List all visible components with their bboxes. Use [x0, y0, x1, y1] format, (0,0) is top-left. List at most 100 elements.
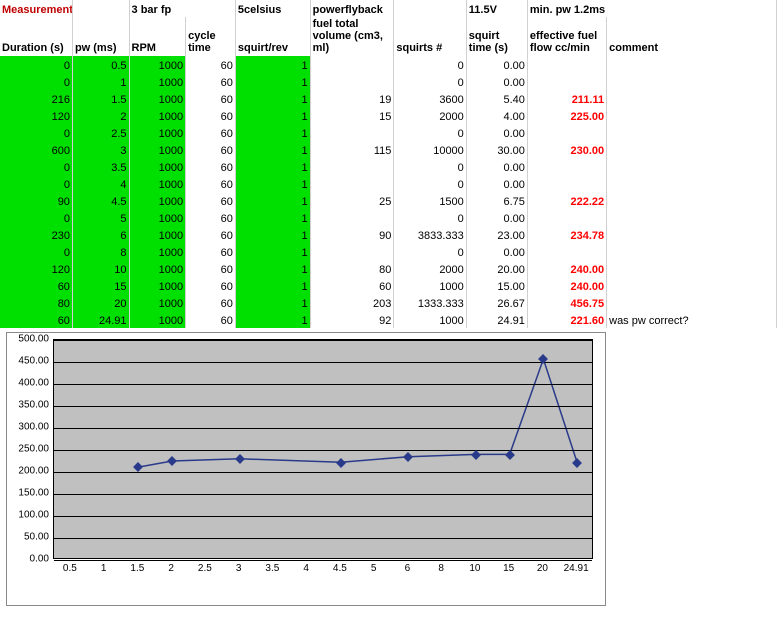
x-tick-label: 20 [537, 563, 548, 574]
cell: 60 [186, 141, 236, 158]
cell: 1 [235, 90, 310, 107]
cell: 80 [0, 294, 72, 311]
cell: 0.00 [466, 73, 527, 90]
y-tick-label: 150.00 [13, 488, 49, 499]
cell [310, 158, 394, 175]
cell: 1000 [394, 277, 466, 294]
table-row: 05100060100.00 [0, 209, 777, 226]
cell: 6.75 [466, 192, 527, 209]
cell: 0 [0, 73, 72, 90]
hdr-minpw: min. pw 1.2ms [527, 0, 776, 17]
y-tick-label: 400.00 [13, 378, 49, 389]
y-tick-label: 250.00 [13, 444, 49, 455]
cell: 1000 [129, 141, 186, 158]
x-tick-label: 5 [371, 563, 377, 574]
x-tick-label: 8 [438, 563, 444, 574]
col-header: squirt time (s) [466, 17, 527, 56]
cell: 0.5 [72, 56, 129, 73]
cell: 15 [310, 107, 394, 124]
cell: 1 [235, 294, 310, 311]
cell: 1000 [129, 209, 186, 226]
cell: 80 [310, 260, 394, 277]
cell: 23.00 [466, 226, 527, 243]
cell: 0.00 [466, 158, 527, 175]
x-tick-label: 15 [503, 563, 514, 574]
cell: 8 [72, 243, 129, 260]
cell: 2000 [394, 107, 466, 124]
cell: 240.00 [527, 277, 606, 294]
cell: 90 [310, 226, 394, 243]
cell: 225.00 [527, 107, 606, 124]
cell: 1000 [129, 260, 186, 277]
cell [310, 243, 394, 260]
col-header: cycle time [186, 17, 236, 56]
cell: 24.91 [72, 311, 129, 328]
table-row: 6024.91100060192100024.91221.60was pw co… [0, 311, 777, 328]
cell: 60 [186, 226, 236, 243]
cell [607, 73, 777, 90]
cell: 240.00 [527, 260, 606, 277]
col-header: Duration (s) [0, 17, 72, 56]
table-row: 02.5100060100.00 [0, 124, 777, 141]
cell [527, 175, 606, 192]
cell [607, 209, 777, 226]
cell [607, 294, 777, 311]
cell [310, 73, 394, 90]
cell: 1 [235, 226, 310, 243]
cell: 6 [72, 226, 129, 243]
cell [607, 90, 777, 107]
cell [527, 73, 606, 90]
table-row: 600310006011151000030.00230.00 [0, 141, 777, 158]
cell [310, 56, 394, 73]
cell: 1 [235, 175, 310, 192]
y-tick-label: 100.00 [13, 510, 49, 521]
cell: 4 [72, 175, 129, 192]
cell: 20 [72, 294, 129, 311]
cell: 115 [310, 141, 394, 158]
cell: 60 [186, 158, 236, 175]
table-row: 01100060100.00 [0, 73, 777, 90]
cell: 1 [72, 73, 129, 90]
cell: 1000 [129, 73, 186, 90]
hdr-fp: 3 bar fp [129, 0, 235, 17]
cell: 1 [235, 141, 310, 158]
cell: 0 [394, 243, 466, 260]
cell: 1000 [129, 158, 186, 175]
cell: was pw correct? [607, 311, 777, 328]
cell: 1000 [129, 175, 186, 192]
cell: 60 [186, 90, 236, 107]
cell: 3 [72, 141, 129, 158]
cell: 25 [310, 192, 394, 209]
table-row: 08100060100.00 [0, 243, 777, 260]
y-tick-label: 300.00 [13, 422, 49, 433]
cell: 1 [235, 107, 310, 124]
x-tick-label: 6 [405, 563, 411, 574]
cell: 1 [235, 192, 310, 209]
chart-container: 0.0050.00100.00150.00200.00250.00300.003… [6, 332, 606, 606]
cell: 1000 [129, 107, 186, 124]
cell: 0 [394, 124, 466, 141]
cell: 60 [186, 311, 236, 328]
cell: 4.00 [466, 107, 527, 124]
cell: 230.00 [527, 141, 606, 158]
col-header: effective fuel flow cc/min [527, 17, 606, 56]
cell: 60 [0, 311, 72, 328]
cell [527, 243, 606, 260]
cell [607, 226, 777, 243]
cell: 230 [0, 226, 72, 243]
cell: 1000 [129, 226, 186, 243]
cell: 234.78 [527, 226, 606, 243]
cell: 1 [235, 209, 310, 226]
cell [607, 192, 777, 209]
cell: 216 [0, 90, 72, 107]
y-tick-label: 0.00 [13, 554, 49, 565]
title: Measurements [0, 0, 72, 17]
cell: 0 [394, 158, 466, 175]
cell: 1333.333 [394, 294, 466, 311]
cell: 1000 [129, 90, 186, 107]
cell: 60 [186, 73, 236, 90]
table-row: 00.5100060100.00 [0, 56, 777, 73]
cell: 222.22 [527, 192, 606, 209]
table-row: 904.510006012515006.75222.22 [0, 192, 777, 209]
cell: 120 [0, 260, 72, 277]
